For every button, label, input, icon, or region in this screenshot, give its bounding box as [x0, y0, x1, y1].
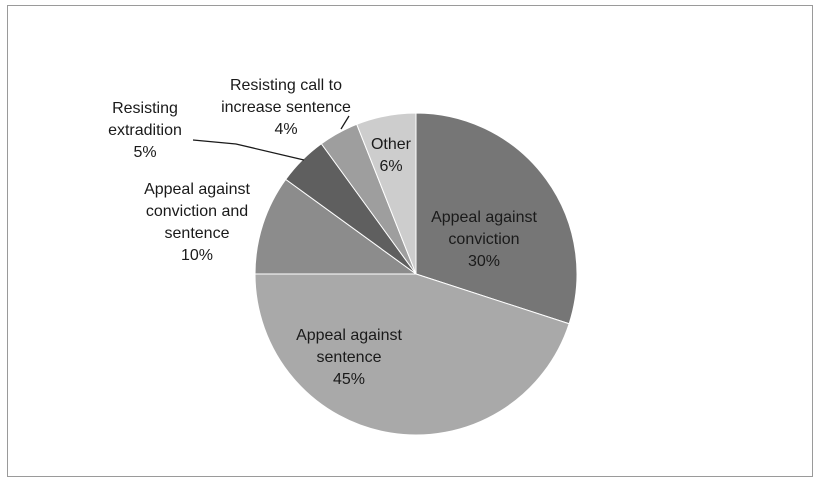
slice-label-other: Other 6% — [371, 136, 412, 175]
slice-percent-label: 4% — [274, 121, 297, 138]
pie-slice-appeal-against-conviction — [415, 112, 578, 325]
slice-label-line: Appeal against — [144, 181, 250, 198]
pie-slice-appeal-against-sentence — [254, 273, 570, 436]
slice-label-line: increase sentence — [221, 99, 351, 116]
slice-percent-label: 45% — [333, 371, 365, 388]
leader-lines — [192, 115, 350, 161]
slice-label-line: sentence — [165, 225, 230, 242]
leader-line-resisting-call-to-increase-sentence — [340, 115, 350, 130]
pie-slice-other — [356, 112, 417, 275]
slice-label-appeal-against-sentence: Appeal against sentence 45% — [296, 327, 402, 388]
slice-percent-label: 5% — [133, 144, 156, 161]
slice-label-line: Resisting — [112, 100, 178, 117]
slice-label-resisting-call-to-increase-sentence: Resisting call to increase sentence 4% — [221, 77, 351, 138]
slice-labels: Appeal against conviction 30%Appeal agains… — [108, 77, 537, 388]
slice-label-line: conviction and — [146, 203, 248, 220]
pie-slice-appeal-against-conviction-and-sentence — [254, 178, 418, 275]
slice-label-line: extradition — [108, 122, 182, 139]
slice-label-line: Appeal against — [431, 209, 537, 226]
slice-percent-label: 6% — [379, 158, 402, 175]
slice-label-line: Other — [371, 136, 412, 153]
pie-slices — [254, 112, 578, 436]
slice-percent-label: 30% — [468, 253, 500, 270]
slice-percent-label: 10% — [181, 247, 213, 264]
slice-label-appeal-against-conviction-and-sentence: Appeal against conviction and sentence 10% — [144, 181, 250, 264]
slice-label-appeal-against-conviction: Appeal against conviction 30% — [431, 209, 537, 270]
slice-label-resisting-extradition: Resisting extradition 5% — [108, 100, 182, 161]
slice-label-line: Appeal against — [296, 327, 402, 344]
slice-label-line: Resisting call to — [230, 77, 342, 94]
leader-line-resisting-extradition — [192, 139, 305, 161]
slice-label-line: conviction — [448, 231, 519, 248]
slice-label-line: sentence — [317, 349, 382, 366]
